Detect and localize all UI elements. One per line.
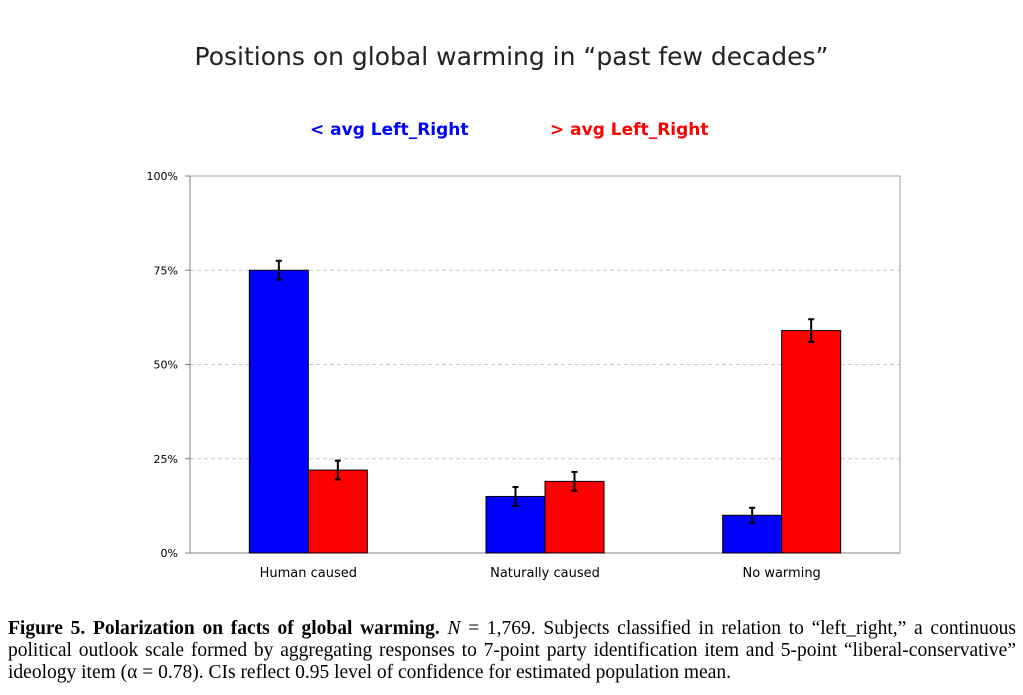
x-category-label: Human caused xyxy=(260,566,357,581)
y-tick-label: 50% xyxy=(154,359,178,372)
legend-entry-above-avg: > avg Left_Right xyxy=(550,120,709,140)
bar xyxy=(544,480,605,554)
legend-entry-below-avg: < avg Left_Right xyxy=(310,120,469,140)
bar xyxy=(248,269,309,554)
chart-title: Positions on global warming in “past few… xyxy=(194,42,829,71)
bar xyxy=(307,469,368,554)
y-tick-label: 100% xyxy=(147,170,178,183)
caption-n-symbol: N xyxy=(447,618,461,639)
caption-text: = 1,769. Subjects classified in relation… xyxy=(8,618,1016,683)
x-category-label: Naturally caused xyxy=(490,566,600,581)
y-tick-label: 0% xyxy=(161,547,178,560)
bar xyxy=(781,330,842,554)
figure-caption: Figure 5. Polarization on facts of globa… xyxy=(8,618,1016,684)
caption-label: Figure 5. Polarization on facts of globa… xyxy=(8,618,440,639)
y-tick-label: 25% xyxy=(154,453,178,466)
x-category-label: No warming xyxy=(743,566,821,581)
y-tick-label: 75% xyxy=(154,264,178,277)
bar-chart: 0% 25% 50% 75% 100% Human caused Naturally ca… xyxy=(147,170,901,581)
